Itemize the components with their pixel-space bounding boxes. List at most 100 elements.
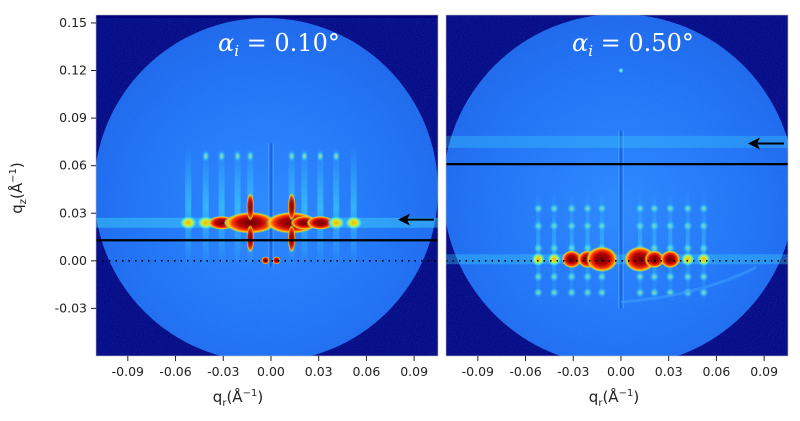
title-left-sub: i xyxy=(234,42,239,60)
bragg-rod xyxy=(668,189,673,306)
ylabel-sub: z xyxy=(18,199,29,204)
weak-peak xyxy=(287,150,296,163)
x-tick-label: 0.03 xyxy=(655,364,683,379)
title-left-symbol: α xyxy=(218,29,234,57)
x-tick-label: 0.03 xyxy=(305,364,333,379)
x-tick-label: -0.06 xyxy=(159,364,191,379)
weak-peak xyxy=(332,150,341,163)
ylabel-unit: (Å xyxy=(7,182,26,199)
x-axis-label-left: qr(Å−1) xyxy=(213,387,263,409)
x-tick-label: -0.03 xyxy=(557,364,589,379)
xlabel-right-exp: −1 xyxy=(619,388,634,399)
weak-peak xyxy=(246,150,255,163)
bragg-peak xyxy=(306,215,335,230)
panel-left-title: αi = 0.10° xyxy=(218,29,340,60)
x-tick-label: -0.06 xyxy=(509,364,541,379)
weak-peak xyxy=(617,67,624,74)
y-tick-label: -0.03 xyxy=(55,300,87,315)
peak-streak-down xyxy=(246,224,255,253)
x-tick-label: -0.09 xyxy=(112,364,144,379)
bragg-rod xyxy=(569,189,574,306)
x-axis-label-right: qr(Å−1) xyxy=(589,387,639,409)
weak-peak xyxy=(233,150,242,163)
upper-band xyxy=(446,135,788,148)
bragg-rod xyxy=(552,189,557,306)
xlabel-left-sub: r xyxy=(222,398,227,409)
title-right-value: = 0.50° xyxy=(593,29,694,57)
scattering-arc xyxy=(620,265,757,304)
panel-right-title: αi = 0.50° xyxy=(572,29,694,60)
bragg-peak xyxy=(680,252,695,267)
bragg-rod xyxy=(301,146,308,268)
bragg-rod xyxy=(202,146,209,268)
panel-left: -0.09 -0.06 -0.03 0.00 0.03 0.06 0.09 -0.03 0.00… xyxy=(55,14,439,379)
beamstop xyxy=(269,143,273,268)
weak-peak xyxy=(316,150,325,163)
bragg-rod xyxy=(317,146,324,268)
plot-area xyxy=(96,18,438,356)
y-tick-label: 0.03 xyxy=(59,205,87,220)
plot-frame xyxy=(95,14,439,357)
bragg-rod xyxy=(652,189,657,306)
bragg-peak xyxy=(547,252,562,267)
bragg-peak xyxy=(179,215,198,230)
title-left-value: = 0.10° xyxy=(239,29,340,57)
beam-spot xyxy=(272,256,281,265)
x-tick-label: 0.00 xyxy=(607,364,635,379)
y-tick-label: 0.06 xyxy=(59,158,87,173)
bragg-rod xyxy=(536,189,541,306)
detector-noise xyxy=(96,18,438,356)
xlabel-right-unit: (Å xyxy=(602,387,619,406)
weak-peak xyxy=(300,150,309,163)
bragg-rod xyxy=(333,146,340,268)
bragg-rod xyxy=(350,146,357,268)
y-tick-label: 0.12 xyxy=(59,63,87,78)
bragg-peak xyxy=(531,252,546,267)
xlabel-left-main: q xyxy=(213,388,223,406)
bragg-rod xyxy=(701,189,706,306)
xlabel-left-unit: (Å xyxy=(226,387,243,406)
x-tick-label: 0.06 xyxy=(702,364,730,379)
xlabel-left-unit-end: ) xyxy=(257,388,263,406)
panel-right: -0.09 -0.06 -0.03 0.00 0.03 0.06 0.09 xyxy=(445,14,789,379)
xlabel-right-unit-end: ) xyxy=(633,388,639,406)
ylabel-unit-end: ) xyxy=(8,162,26,168)
bragg-rod xyxy=(685,189,690,306)
y-axis-label: qz(Å−1) xyxy=(7,162,29,214)
bragg-peak xyxy=(344,215,363,230)
bragg-peak xyxy=(561,250,582,269)
bragg-peak xyxy=(644,250,665,269)
plot-frame xyxy=(445,14,789,357)
beamstop xyxy=(619,130,623,309)
x-tick-label: -0.09 xyxy=(462,364,494,379)
bragg-peak xyxy=(660,250,681,269)
ylabel-exp: −1 xyxy=(8,168,19,183)
bragg-rod xyxy=(185,146,192,268)
bragg-rod xyxy=(585,189,590,306)
weak-peak xyxy=(217,150,226,163)
title-right-sub: i xyxy=(588,42,593,60)
x-tick-label: 0.00 xyxy=(257,364,285,379)
arrow-head xyxy=(398,213,410,226)
x-tick-label: 0.09 xyxy=(400,364,428,379)
y-tick-label: 0.09 xyxy=(59,110,87,125)
arrow-head xyxy=(748,137,760,150)
plot-area xyxy=(446,15,788,356)
weak-peak xyxy=(201,150,210,163)
x-tick-label: 0.06 xyxy=(352,364,380,379)
peak-streak-down xyxy=(287,224,296,253)
bragg-peak xyxy=(224,211,277,234)
x-tick-label: -0.03 xyxy=(207,364,239,379)
xlabel-right-main: q xyxy=(589,388,599,406)
ylabel-main: q xyxy=(8,204,26,214)
y-tick-label: 0.15 xyxy=(59,15,87,30)
peak-streak-up xyxy=(246,192,255,221)
bragg-peak xyxy=(585,246,618,273)
y-tick-label: 0.00 xyxy=(59,253,87,268)
peak-streak-up xyxy=(287,192,296,221)
bragg-rod xyxy=(218,146,225,268)
bragg-rod xyxy=(234,146,241,268)
xlabel-left-exp: −1 xyxy=(243,388,258,399)
bragg-peak xyxy=(696,252,711,267)
